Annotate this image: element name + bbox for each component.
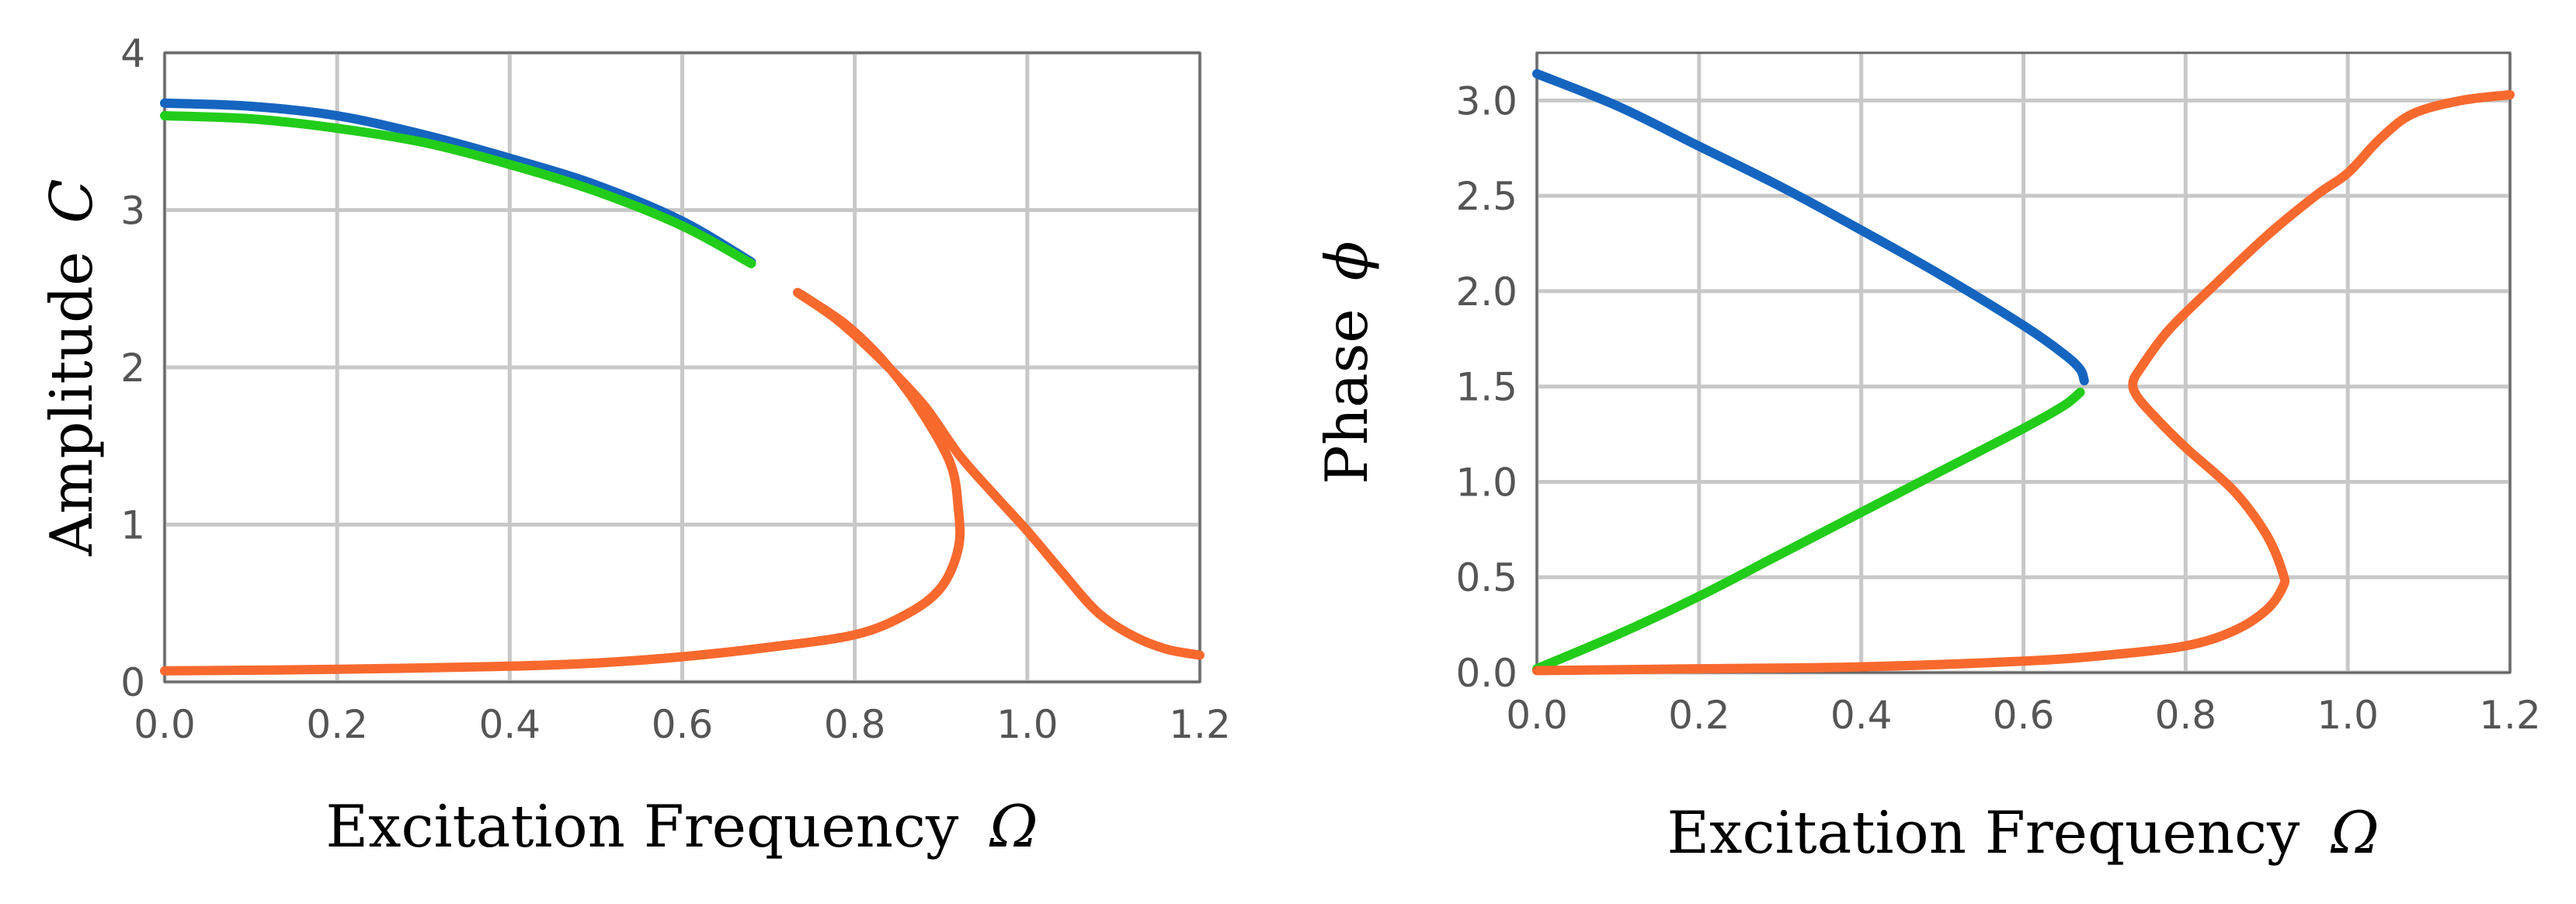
left-x-axis-title: Excitation Frequency Ω bbox=[325, 792, 1038, 861]
right-y-tick-label: 1.0 bbox=[1455, 460, 1517, 505]
left-y-tick-label: 1 bbox=[120, 503, 145, 548]
left-y-tick-label: 3 bbox=[120, 189, 145, 234]
left-x-axis-symbol: Ω bbox=[989, 792, 1038, 861]
left-x-tick-label: 0.6 bbox=[652, 702, 714, 747]
right-y-tick-label: 2.0 bbox=[1455, 269, 1517, 315]
right-x-tick-label: 0.4 bbox=[1830, 693, 1893, 738]
left-x-axis-label: Excitation Frequency bbox=[325, 792, 959, 861]
left-x-tick-label: 1.0 bbox=[996, 702, 1059, 747]
right-y-tick-label: 1.5 bbox=[1455, 365, 1517, 410]
right-x-axis-title: Excitation Frequency Ω bbox=[1667, 798, 2379, 867]
left-plot-frame bbox=[163, 51, 1201, 683]
left-x-tick-label: 0.8 bbox=[824, 702, 886, 747]
right-chart: 0.0 0.2 0.4 0.6 0.8 1.0 1.2 0.0 0.5 1.0 1.5 2.0 2.5 3… bbox=[1312, 51, 2541, 867]
left-series-green-branch bbox=[160, 111, 756, 269]
left-y-axis-label: Amplitude bbox=[37, 252, 106, 557]
left-x-tick-label: 0.2 bbox=[306, 702, 368, 747]
right-series-blue-branch bbox=[1532, 69, 2089, 386]
left-x-tick-label: 0.4 bbox=[479, 702, 541, 747]
right-y-axis-label: Phase bbox=[1312, 308, 1381, 484]
right-x-tick-label: 0.8 bbox=[2155, 693, 2217, 738]
right-y-tick-label: 0.0 bbox=[1455, 651, 1517, 696]
right-y-tick-label: 2.5 bbox=[1455, 174, 1517, 219]
right-y-tick-label: 0.5 bbox=[1455, 555, 1517, 600]
right-series-green-branch bbox=[1532, 388, 2085, 674]
right-y-axis-title: Phase ϕ bbox=[1312, 241, 1381, 484]
right-x-tick-label: 0.0 bbox=[1506, 693, 1568, 738]
left-series-blue-branch bbox=[160, 98, 756, 267]
right-x-tick-label: 1.0 bbox=[2317, 693, 2379, 738]
left-y-tick-label: 0 bbox=[120, 660, 145, 705]
right-x-tick-label: 0.2 bbox=[1668, 693, 1730, 738]
left-x-tick-label: 1.2 bbox=[1169, 702, 1231, 747]
right-x-tick-label: 1.2 bbox=[2479, 693, 2541, 738]
right-x-tick-label: 0.6 bbox=[1993, 693, 2055, 738]
left-y-tick-label: 2 bbox=[120, 346, 145, 391]
left-y-tick-label: 4 bbox=[120, 31, 145, 76]
right-series-orange-branch bbox=[1532, 90, 2515, 676]
left-y-axis-title: Amplitude C bbox=[37, 179, 106, 557]
left-y-axis-symbol: C bbox=[37, 179, 106, 223]
right-y-axis-symbol: ϕ bbox=[1312, 241, 1381, 280]
left-chart: 0.0 0.2 0.4 0.6 0.8 1.0 1.2 0 1 2 3 4 Excitation Fre… bbox=[37, 31, 1231, 861]
left-x-tick-label: 0.0 bbox=[134, 702, 196, 747]
left-series-orange-branch bbox=[160, 287, 1205, 676]
right-x-axis-label: Excitation Frequency bbox=[1667, 798, 2300, 867]
right-y-tick-label: 3.0 bbox=[1455, 78, 1517, 123]
right-plot-frame bbox=[1535, 51, 2512, 674]
right-x-axis-symbol: Ω bbox=[2330, 798, 2379, 867]
